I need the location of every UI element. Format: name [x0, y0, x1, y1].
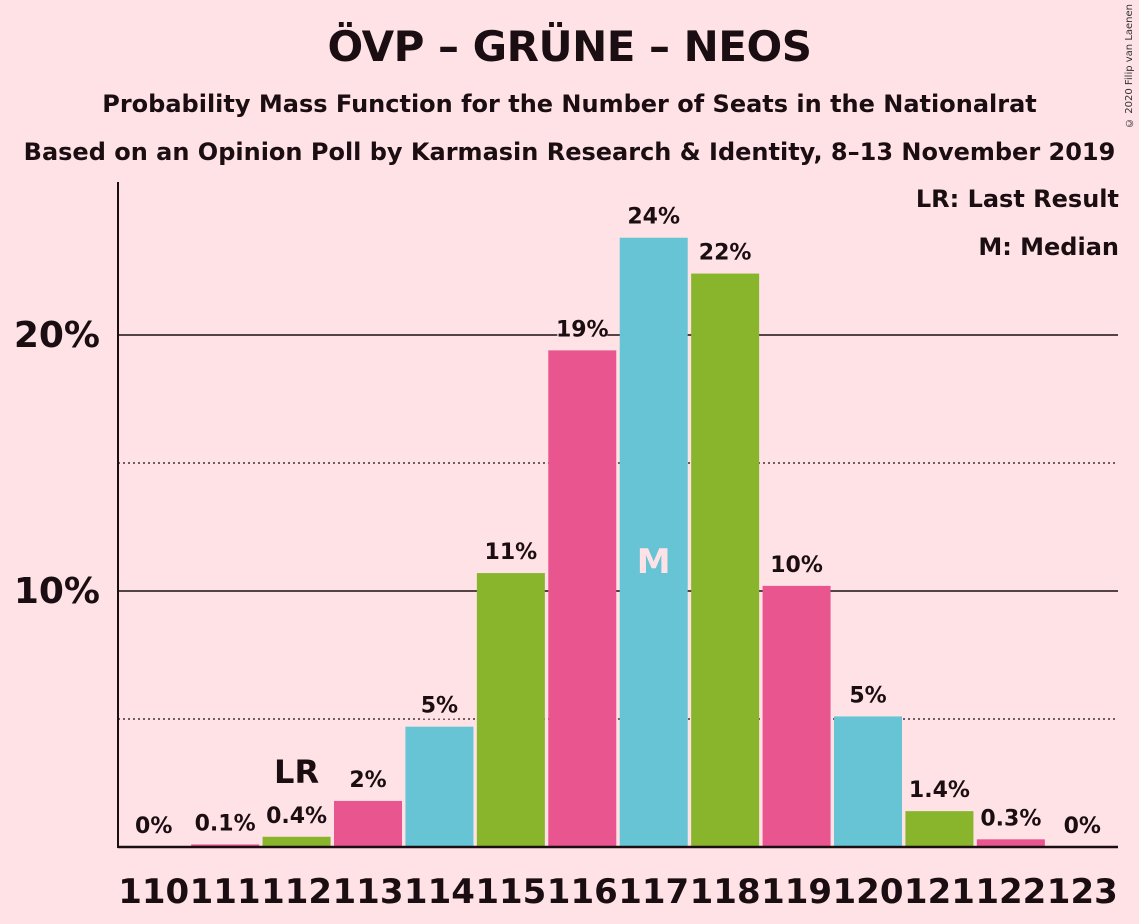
last-result-marker: LR: [274, 753, 319, 791]
data-label: 0%: [135, 814, 172, 839]
label-background: [978, 801, 1043, 832]
x-tick-label: 118: [690, 872, 761, 912]
x-tick-label: 115: [475, 872, 546, 912]
chart-title: ÖVP – GRÜNE – NEOS: [327, 22, 812, 71]
x-tick-label: 123: [1047, 872, 1118, 912]
bar: [334, 800, 402, 847]
data-label: 1.4%: [909, 778, 970, 803]
label-background: [850, 678, 886, 709]
label-background: [628, 199, 679, 230]
label-background: [193, 806, 258, 837]
legend-median: M: Median: [978, 233, 1119, 261]
data-label: 19%: [556, 317, 609, 342]
legend-last-result: LR: Last Result: [915, 185, 1119, 213]
data-label: 24%: [627, 205, 680, 230]
label-background: [1064, 809, 1101, 839]
data-label: 0.3%: [980, 806, 1041, 831]
y-tick-label: 10%: [14, 571, 100, 612]
label-background: [421, 688, 458, 719]
bar: [619, 237, 688, 848]
x-tick-label: 120: [833, 872, 904, 912]
median-marker: M: [637, 542, 671, 582]
label-background: [350, 762, 386, 793]
data-label: 5%: [849, 683, 886, 708]
label-background: [771, 547, 822, 578]
data-label: 11%: [485, 540, 538, 565]
x-tick-label: 122: [975, 872, 1046, 912]
data-label: 2%: [349, 768, 386, 793]
bar: [548, 350, 617, 847]
label-background: [557, 312, 608, 343]
data-label: 10%: [770, 553, 823, 578]
data-label: 22%: [699, 241, 752, 266]
label-background: [700, 235, 751, 266]
bar: [976, 839, 1045, 847]
data-label: 0%: [1064, 814, 1101, 839]
bar: [405, 726, 474, 847]
x-tick-label: 121: [904, 872, 975, 912]
x-tick-label: 119: [761, 872, 832, 912]
label-background: [485, 535, 536, 566]
bar: [691, 273, 760, 847]
bar: [762, 585, 831, 847]
bar: [905, 811, 974, 847]
x-tick-label: 112: [261, 872, 332, 912]
label-background: [264, 798, 329, 829]
x-tick-label: 110: [118, 872, 189, 912]
x-tick-label: 114: [404, 872, 475, 912]
x-tick-label: 111: [190, 872, 261, 912]
bar: [262, 836, 331, 847]
label-background: [907, 773, 972, 804]
data-label: 0.4%: [266, 804, 327, 829]
bar: [834, 716, 902, 847]
data-label: 5%: [421, 694, 458, 719]
y-tick-label: 20%: [14, 315, 100, 356]
label-background: [135, 809, 172, 839]
x-tick-label: 117: [618, 872, 689, 912]
data-label: 0.1%: [195, 811, 256, 836]
chart-subtitle: Probability Mass Function for the Number…: [102, 90, 1037, 118]
x-tick-label: 116: [547, 872, 618, 912]
bar: [191, 844, 260, 847]
x-tick-label: 113: [333, 872, 404, 912]
bar: [476, 573, 545, 847]
chart-subtitle-source: Based on an Opinion Poll by Karmasin Res…: [23, 138, 1116, 166]
